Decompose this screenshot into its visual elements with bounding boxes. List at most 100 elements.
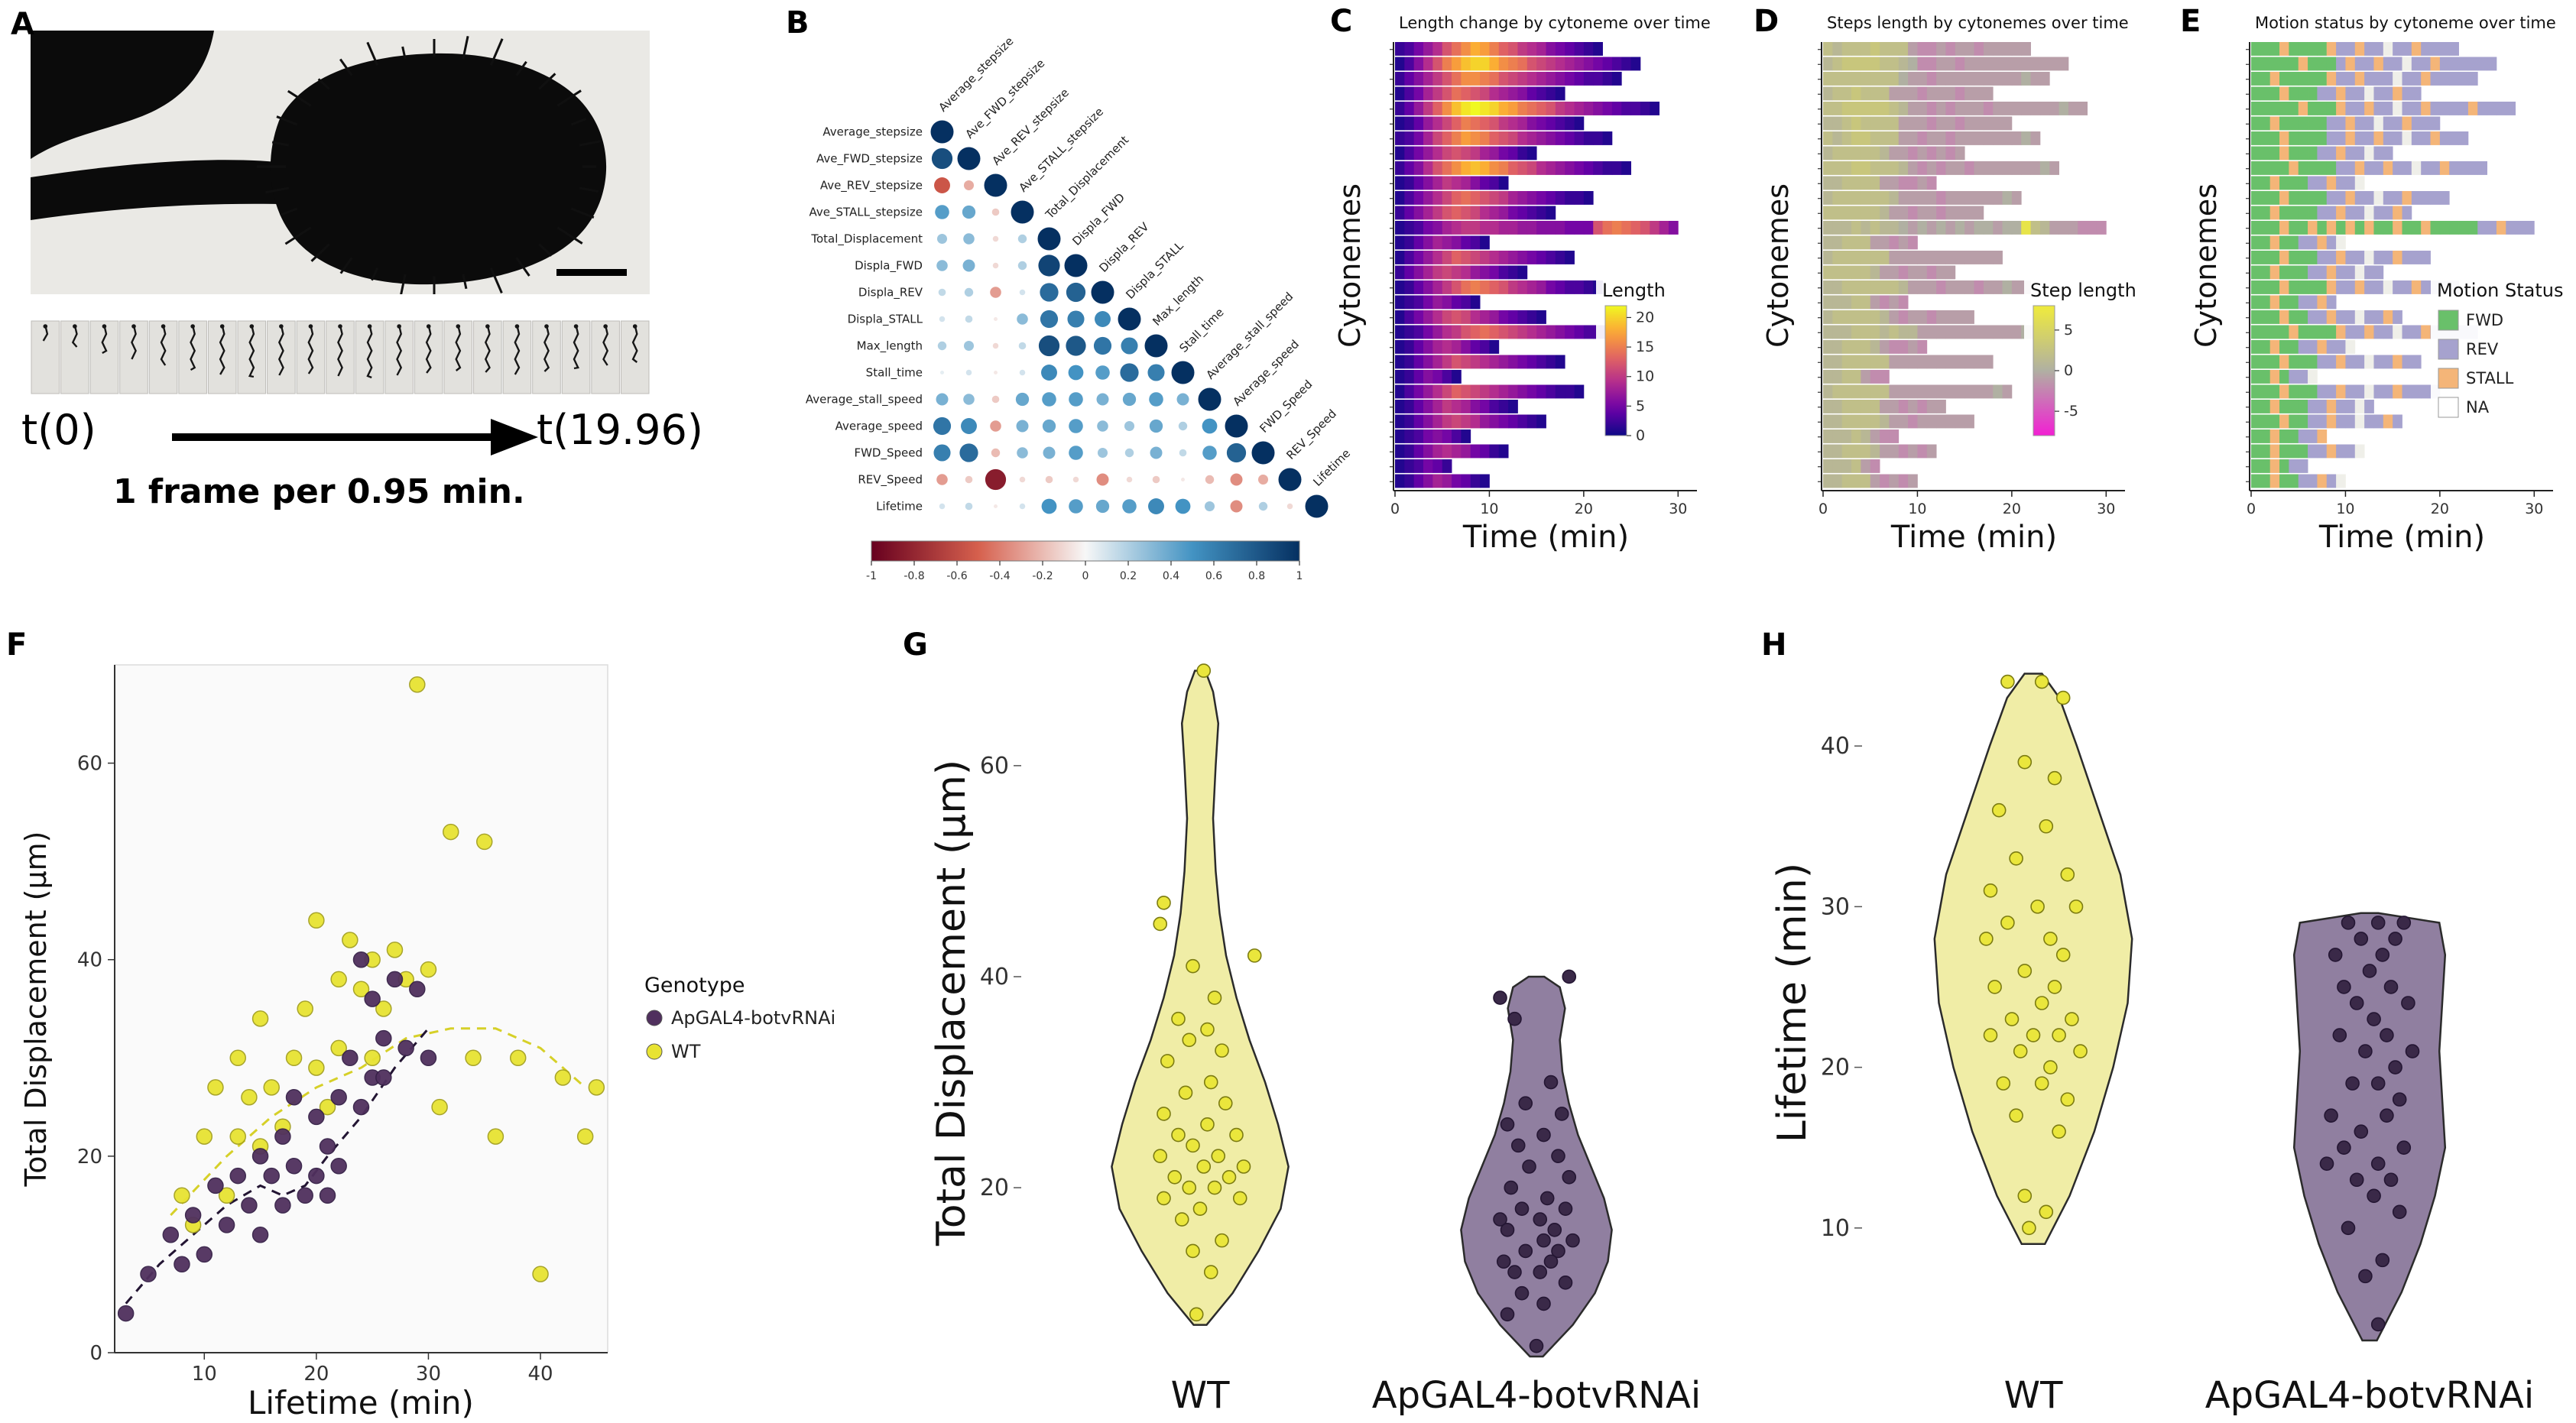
svg-text:40: 40 <box>980 964 1009 990</box>
svg-text:0: 0 <box>2247 501 2256 517</box>
svg-text:Displa_REV: Displa_REV <box>1096 219 1152 275</box>
panel-a-microscopy <box>31 31 650 455</box>
panel-d-label: D <box>1754 4 1780 39</box>
svg-text:Time (min): Time (min) <box>1890 520 2057 555</box>
svg-text:Ave_STALL_stepsize: Ave_STALL_stepsize <box>809 206 923 220</box>
svg-text:ApGAL4-botvRNAi: ApGAL4-botvRNAi <box>671 1007 835 1029</box>
svg-text:Stall_time: Stall_time <box>1176 306 1227 356</box>
svg-text:20: 20 <box>77 1146 102 1169</box>
svg-text:Displa_REV: Displa_REV <box>858 286 923 300</box>
svg-text:20: 20 <box>2003 501 2021 517</box>
svg-text:20: 20 <box>1636 309 1654 326</box>
svg-text:-5: -5 <box>2064 403 2078 420</box>
svg-text:0: 0 <box>89 1342 102 1365</box>
svg-text:-0.8: -0.8 <box>904 570 924 582</box>
svg-text:Stall_time: Stall_time <box>866 366 923 381</box>
svg-text:20: 20 <box>980 1175 1009 1201</box>
svg-text:Lifetime: Lifetime <box>876 500 923 514</box>
svg-text:0: 0 <box>1636 427 1645 444</box>
svg-text:30: 30 <box>416 1363 441 1386</box>
time-arrow <box>172 419 538 455</box>
svg-text:20: 20 <box>1821 1055 1850 1081</box>
svg-text:WT: WT <box>2004 1374 2063 1417</box>
panel-c-label: C <box>1330 4 1353 39</box>
svg-text:Motion Status: Motion Status <box>2437 280 2563 301</box>
svg-text:WT: WT <box>671 1041 701 1062</box>
panel-d-heatmap: Steps length by cytonemes over time 0 10 20… <box>1761 14 2139 555</box>
panel-f-scatter: 0 20 40 60 10 20 30 40 Lifetime (min) Total Displ… <box>19 664 608 1421</box>
svg-text:Total Displacement (µm): Total Displacement (µm) <box>929 760 975 1246</box>
svg-text:30: 30 <box>1669 501 1687 517</box>
svg-text:Average_stepsize: Average_stepsize <box>822 125 923 140</box>
svg-text:STALL: STALL <box>2466 369 2514 387</box>
svg-text:Average_stall_speed: Average_stall_speed <box>1203 290 1296 383</box>
svg-text:Length: Length <box>1602 280 1666 301</box>
svg-text:10: 10 <box>1480 501 1498 517</box>
svg-text:Average_stall_speed: Average_stall_speed <box>806 393 923 407</box>
panel-f-legend: Genotype ApGAL4-botvRNAi WT <box>644 974 835 1062</box>
panel-c-heatmap: Length change by cytoneme over time 0 10 20… <box>1333 14 1711 555</box>
panel-h-label: H <box>1761 627 1787 663</box>
svg-text:Displa_STALL: Displa_STALL <box>848 313 923 327</box>
panel-f-label: F <box>6 627 28 663</box>
svg-text:Cytonemes: Cytonemes <box>1761 183 1795 348</box>
svg-text:REV_Speed: REV_Speed <box>1283 407 1339 462</box>
svg-text:Genotype: Genotype <box>644 974 745 997</box>
svg-text:FWD: FWD <box>2466 311 2503 329</box>
svg-text:Total_Displacement: Total_Displacement <box>810 232 923 247</box>
svg-text:-0.2: -0.2 <box>1032 570 1053 582</box>
svg-text:5: 5 <box>2064 322 2073 339</box>
svg-text:0: 0 <box>1390 501 1400 517</box>
panel-g-label: G <box>903 627 928 663</box>
svg-text:Max_length: Max_length <box>1150 272 1206 329</box>
svg-text:REV_Speed: REV_Speed <box>858 473 923 488</box>
svg-text:-1: -1 <box>866 570 877 582</box>
svg-text:ApGAL4-botvRNAi: ApGAL4-botvRNAi <box>1372 1374 1701 1417</box>
svg-text:ApGAL4-botvRNAi: ApGAL4-botvRNAi <box>2205 1374 2534 1417</box>
svg-text:Lifetime (min): Lifetime (min) <box>1770 863 1815 1143</box>
svg-text:Max_length: Max_length <box>857 339 923 354</box>
svg-text:Lifetime: Lifetime <box>1310 446 1353 489</box>
svg-text:10: 10 <box>1636 368 1654 385</box>
svg-text:0.8: 0.8 <box>1248 570 1265 582</box>
svg-text:40: 40 <box>1821 733 1850 760</box>
timepoint-start-label: t(0) <box>21 406 96 454</box>
svg-text:Displa_FWD: Displa_FWD <box>855 259 923 274</box>
svg-text:10: 10 <box>2336 501 2354 517</box>
svg-text:Displa_FWD: Displa_FWD <box>1069 190 1127 248</box>
svg-text:10: 10 <box>1821 1215 1850 1242</box>
svg-text:Total Displacement (µm): Total Displacement (µm) <box>19 831 53 1188</box>
svg-text:10: 10 <box>192 1363 217 1386</box>
svg-text:40: 40 <box>77 949 102 972</box>
svg-text:60: 60 <box>980 753 1009 780</box>
svg-text:Steps length by cytonemes over: Steps length by cytonemes over time <box>1827 14 2129 32</box>
svg-text:0: 0 <box>1082 570 1089 582</box>
svg-text:20: 20 <box>303 1363 329 1386</box>
svg-text:WT: WT <box>1171 1374 1230 1417</box>
svg-text:5: 5 <box>1636 397 1645 414</box>
svg-text:10: 10 <box>1908 501 1926 517</box>
svg-text:15: 15 <box>1636 339 1654 355</box>
timelapse-strip <box>31 320 650 394</box>
svg-text:-0.4: -0.4 <box>989 570 1010 582</box>
panel-h-violin: 10 20 30 40 Lifetime (min) WT ApGAL4-botvRNAi <box>1770 673 2534 1417</box>
panel-e-heatmap: Motion status by cytoneme over time 0 10 20… <box>2189 14 2563 555</box>
frame-rate-caption: 1 frame per 0.95 min. <box>113 472 525 511</box>
svg-text:30: 30 <box>2097 501 2115 517</box>
svg-text:Motion status by cytoneme over: Motion status by cytoneme over time <box>2255 14 2556 32</box>
svg-text:0: 0 <box>1818 501 1828 517</box>
timepoint-end-label: t(19.96) <box>537 406 703 454</box>
svg-text:Cytonemes: Cytonemes <box>1333 183 1367 348</box>
svg-text:20: 20 <box>1575 501 1593 517</box>
svg-text:60: 60 <box>77 753 102 776</box>
svg-text:Ave_REV_stepsize: Ave_REV_stepsize <box>820 179 923 193</box>
svg-text:FWD_Speed: FWD_Speed <box>854 446 923 461</box>
svg-text:-0.6: -0.6 <box>946 570 967 582</box>
svg-text:Length change by cytoneme over: Length change by cytoneme over time <box>1399 14 1711 32</box>
svg-text:REV: REV <box>2466 340 2499 358</box>
svg-text:Time (min): Time (min) <box>1462 520 1629 555</box>
svg-text:Ave_FWD_stepsize: Ave_FWD_stepsize <box>816 152 923 167</box>
svg-text:1: 1 <box>1296 570 1303 582</box>
